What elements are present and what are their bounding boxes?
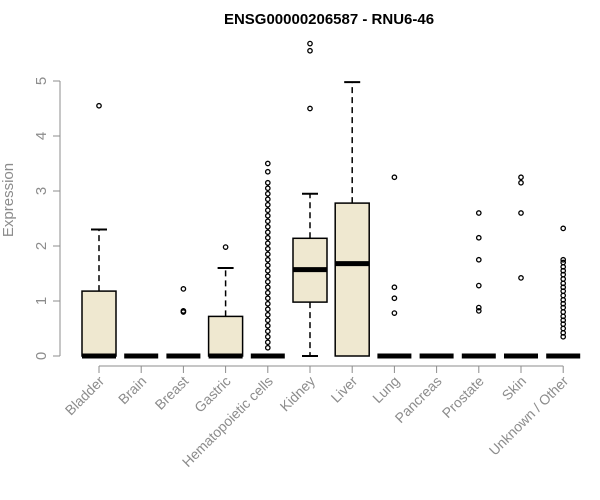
y-tick-label: 0 <box>33 352 50 360</box>
outlier-point <box>222 244 229 250</box>
outlier-point <box>264 212 271 219</box>
outlier-point <box>264 240 271 247</box>
outlier-point <box>475 282 482 289</box>
box-group-bladder <box>81 102 117 359</box>
outlier-point <box>264 278 271 285</box>
outlier-point <box>560 276 567 282</box>
outlier-point <box>264 168 271 175</box>
outlier-point <box>264 229 271 236</box>
box-group-unknown-other <box>546 225 581 359</box>
y-axis: 0 1 2 3 4 5 <box>33 77 61 360</box>
box-group-breast <box>166 286 201 359</box>
outlier-point <box>264 339 271 346</box>
outlier-point <box>391 310 398 316</box>
outlier-point <box>264 245 271 252</box>
y-axis-label: Expression <box>0 163 17 237</box>
x-tick-label: Brain <box>115 373 149 407</box>
outlier-point <box>475 234 482 241</box>
outlier-point <box>264 273 271 280</box>
x-tick-label: Breast <box>152 373 192 413</box>
outlier-point <box>264 160 271 167</box>
outlier-point <box>518 174 524 181</box>
outlier-point <box>264 333 271 340</box>
outlier-point <box>264 223 271 230</box>
outlier-point <box>560 225 567 232</box>
outlier-point <box>307 40 313 47</box>
outlier-point <box>264 267 271 274</box>
outlier-point <box>264 218 271 225</box>
x-tick-label: Pancreas <box>392 373 445 426</box>
x-tick-label: Skin <box>499 373 530 404</box>
outlier-point <box>307 105 313 112</box>
outlier-point <box>560 325 567 332</box>
outlier-point <box>518 275 524 281</box>
box-group-hematopoietic-cells <box>250 160 285 359</box>
x-tick-label: Liver <box>328 373 361 406</box>
outlier-point <box>518 179 524 186</box>
outlier-point <box>264 179 271 186</box>
outlier-point <box>391 174 398 181</box>
outlier-point <box>264 344 271 351</box>
outlier-point <box>264 251 271 258</box>
x-tick-label: Unknown / Other <box>486 373 572 459</box>
y-tick-label: 2 <box>33 242 50 250</box>
x-tick-label: Kidney <box>277 373 319 415</box>
outlier-point <box>560 256 567 263</box>
outlier-point <box>264 196 271 203</box>
outlier-point <box>307 47 313 54</box>
outlier-point <box>475 304 482 311</box>
outlier-point <box>264 317 271 324</box>
outlier-point <box>264 201 271 208</box>
y-tick-label: 5 <box>33 77 50 85</box>
plot-area <box>81 40 581 359</box>
outlier-point <box>264 256 271 263</box>
box-group-kidney <box>292 40 328 357</box>
x-tick-label: Bladder <box>62 373 108 419</box>
outlier-point <box>475 210 482 216</box>
outlier-point <box>96 102 102 109</box>
outlier-point <box>264 190 271 197</box>
x-tick-label: Prostate <box>439 373 487 421</box>
y-tick-label: 4 <box>33 132 50 140</box>
y-tick-label: 1 <box>33 297 50 305</box>
x-tick-label: Lung <box>369 373 402 406</box>
box-iqr <box>81 290 117 357</box>
box-group-gastric <box>207 244 244 359</box>
outlier-point <box>264 262 271 269</box>
outlier-point <box>180 286 187 292</box>
chart-title: ENSG00000206587 - RNU6-46 <box>224 11 434 28</box>
box-group-liver <box>334 81 370 357</box>
outlier-point <box>180 308 187 314</box>
outlier-point <box>264 322 271 329</box>
outlier-point <box>264 289 271 296</box>
outlier-point <box>560 259 567 266</box>
box-group-lung <box>377 174 412 359</box>
outlier-point <box>391 295 398 302</box>
outlier-point <box>560 309 567 315</box>
outlier-point <box>264 311 271 318</box>
outlier-point <box>264 284 271 291</box>
outlier-point <box>264 306 271 313</box>
outlier-point <box>391 284 398 291</box>
outlier-point <box>264 207 271 214</box>
box-iqr <box>334 202 370 357</box>
outlier-point <box>518 210 524 216</box>
outlier-point <box>264 328 271 335</box>
box-iqr <box>207 315 244 357</box>
outlier-point <box>264 234 271 241</box>
outlier-point <box>475 256 482 263</box>
outlier-point <box>475 308 482 314</box>
box-group-skin <box>504 174 538 359</box>
y-tick-label: 3 <box>33 187 50 195</box>
outlier-point <box>264 300 271 307</box>
box-group-prostate <box>461 210 496 359</box>
outlier-point <box>264 295 271 302</box>
outlier-point <box>560 292 567 299</box>
outlier-point <box>264 185 271 192</box>
